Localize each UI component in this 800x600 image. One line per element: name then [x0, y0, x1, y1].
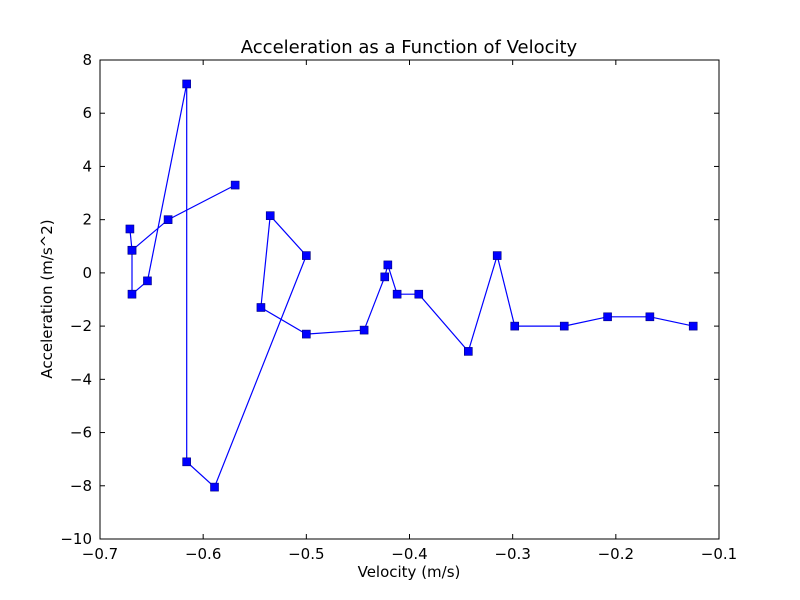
- y-axis: −10 −8 −6 −4 −2 0 2 4 6 8: [60, 51, 719, 548]
- series-line: [129, 83, 694, 489]
- y-tick-label: −10: [60, 530, 92, 548]
- data-point: [256, 303, 266, 312]
- data-point: [163, 215, 173, 224]
- x-tick-label: −0.5: [288, 545, 324, 563]
- x-tick-label: −0.3: [494, 545, 530, 563]
- data-point: [603, 312, 612, 322]
- plot-area: [125, 79, 698, 492]
- data-point: [125, 224, 135, 234]
- chart-title: Acceleration as a Function of Velocity: [241, 37, 578, 58]
- y-tick-label: 4: [82, 157, 92, 175]
- y-tick-label: 8: [82, 51, 92, 69]
- x-axis-title: Velocity (m/s): [358, 563, 461, 581]
- data-point: [492, 251, 502, 260]
- y-tick-label: −4: [70, 370, 92, 388]
- data-point: [127, 245, 137, 255]
- y-tick-label: −6: [70, 424, 92, 442]
- data-point: [302, 329, 311, 339]
- y-tick-label: −2: [70, 317, 92, 335]
- x-axis: −0.7 −0.6 −0.5 −0.4 −0.3 −0.2 −0.1: [82, 60, 737, 563]
- y-tick-label: −8: [70, 477, 92, 495]
- data-point: [559, 321, 569, 331]
- y-tick-label: 0: [82, 264, 92, 282]
- x-tick-label: −0.4: [391, 545, 427, 563]
- data-point: [383, 260, 393, 270]
- data-point: [510, 321, 520, 331]
- data-point: [182, 457, 191, 467]
- y-axis-title: Acceleration (m/s^2): [38, 219, 56, 378]
- data-point: [127, 289, 137, 299]
- x-tick-label: −0.1: [701, 545, 737, 563]
- x-tick-label: −0.6: [185, 545, 221, 563]
- data-point: [464, 347, 473, 356]
- data-point: [359, 325, 369, 335]
- data-point: [265, 211, 275, 220]
- data-point: [230, 180, 240, 190]
- data-point: [143, 276, 152, 286]
- data-point: [392, 289, 402, 299]
- data-point: [688, 321, 698, 331]
- x-tick-label: −0.2: [598, 545, 634, 563]
- data-point: [210, 482, 219, 492]
- data-point: [302, 251, 311, 260]
- data-point: [380, 272, 390, 282]
- data-point: [645, 312, 655, 322]
- x-tick-label: −0.7: [82, 545, 118, 563]
- y-tick-label: 2: [82, 211, 92, 229]
- data-point: [414, 289, 424, 299]
- y-tick-label: 6: [82, 104, 92, 122]
- axes-frame: [99, 59, 720, 540]
- data-point: [182, 79, 191, 89]
